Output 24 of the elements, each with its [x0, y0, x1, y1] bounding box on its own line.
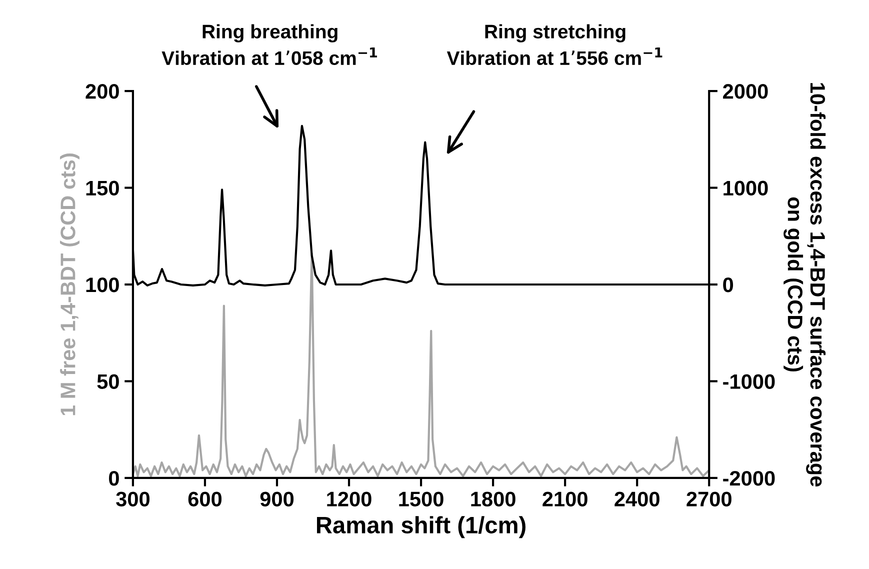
- text: Ring stretching Vibration at 1’556 cm$^{−1}$: [446, 24, 662, 66]
- x-tick-label: 900: [260, 492, 294, 506]
- text: Ring breathing Vibration at 1’058 cm$^{−1}$: [162, 24, 378, 66]
- x-tick-label: 600: [188, 492, 222, 506]
- x-tick-label: 2700: [686, 492, 732, 506]
- y2-tick-label: 0: [723, 278, 734, 292]
- y2-tick-label: 1000: [724, 180, 768, 196]
- x-tick-label: 2400: [614, 492, 660, 506]
- x-tick-label: 300: [116, 492, 150, 506]
- x-axis-title: Raman shift (1/cm): [317, 516, 526, 538]
- y-tick-label: 50: [97, 374, 119, 389]
- y2-axis-title: 10-fold excess 1,4-BDT surface coverage on gold (CCD cts): [784, 83, 826, 486]
- y-axis-title: 1 M free 1,4-BDT (CCD cts): [60, 154, 80, 416]
- x-tick-label: 1800: [471, 492, 516, 506]
- y2-tick-label: 2000: [723, 84, 768, 99]
- x-tick-label: 2100: [542, 492, 588, 506]
- y-tick-label: 150: [86, 180, 119, 196]
- y2-tick-label: -2000: [723, 470, 775, 486]
- y-tick-label: 200: [86, 84, 119, 99]
- x-tick-label: 1200: [327, 492, 372, 506]
- y2-tick-label: -1000: [723, 374, 775, 389]
- y-tick-label: 100: [86, 278, 119, 292]
- x-tick-label: 1500: [399, 492, 444, 506]
- y-tick-label: 0: [109, 470, 119, 486]
